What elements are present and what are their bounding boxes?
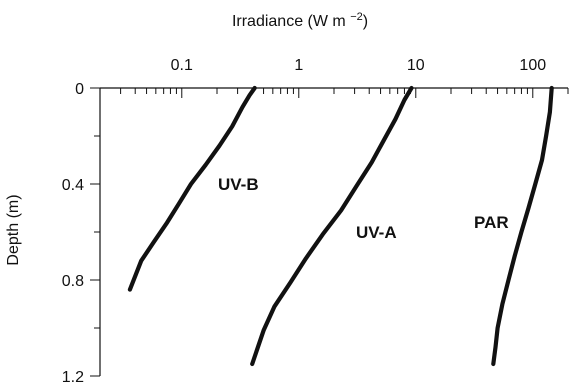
x-tick-label: 100 bbox=[519, 57, 546, 74]
x-tick-label: 1 bbox=[294, 57, 303, 74]
series-line-uv-a bbox=[250, 85, 414, 367]
y-tick-label: 0.8 bbox=[62, 273, 84, 290]
x-tick-label: 0.1 bbox=[171, 57, 193, 74]
y-axis-ticks: 0 0.4 0.8 1.2 bbox=[62, 81, 100, 386]
x-axis-ticks: 0.1 1 10 100 bbox=[99, 57, 569, 98]
series-group: UV-B UV-A PAR bbox=[127, 85, 554, 367]
y-tick-label: 0.4 bbox=[62, 177, 84, 194]
series-line-par bbox=[491, 85, 554, 367]
x-tick-label: 10 bbox=[407, 57, 425, 74]
y-tick-label: 1.2 bbox=[62, 369, 84, 386]
series-label-uv-b: UV-B bbox=[218, 175, 259, 194]
x-axis-title: Irradiance (W m −2) bbox=[232, 11, 368, 30]
series-label-par: PAR bbox=[474, 213, 509, 232]
series-line-uv-b bbox=[127, 85, 257, 292]
series-label-uv-a: UV-A bbox=[356, 223, 397, 242]
y-tick-label: 0 bbox=[75, 81, 84, 98]
y-axis-title: Depth (m) bbox=[5, 194, 22, 265]
